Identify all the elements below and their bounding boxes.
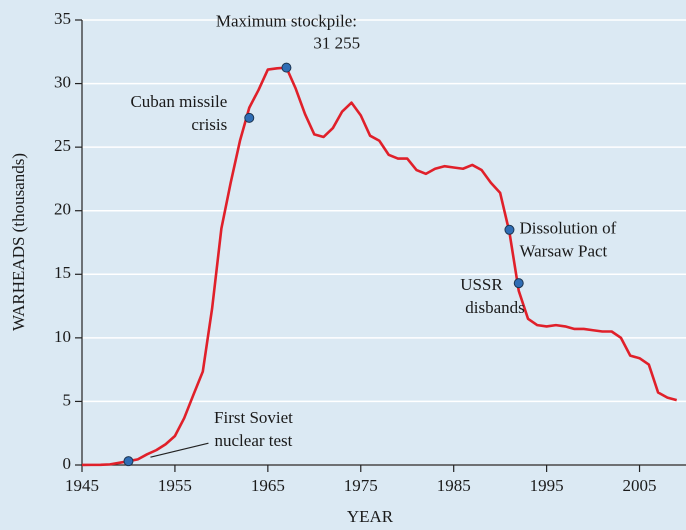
y-axis-label: WARHEADS (thousands) — [9, 153, 28, 331]
x-tick-label: 1965 — [251, 476, 285, 495]
y-tick-label: 10 — [54, 327, 71, 346]
annotation: Dissolution of — [519, 219, 616, 238]
x-tick-label: 1985 — [437, 476, 471, 495]
y-tick-label: 30 — [54, 72, 71, 91]
x-tick-label: 1995 — [530, 476, 564, 495]
annotation: 31 255 — [313, 34, 360, 53]
annotation: First Soviet — [214, 408, 293, 427]
annotation-marker — [504, 224, 515, 235]
annotation: Maximum stockpile: — [216, 12, 357, 31]
annotation: Cuban missile — [130, 92, 227, 111]
y-tick-label: 20 — [54, 200, 71, 219]
leader-line — [150, 442, 209, 458]
x-tick-label: 2005 — [623, 476, 657, 495]
annotation: disbands — [465, 298, 525, 317]
y-tick-label: 35 — [54, 9, 71, 28]
x-tick-label: 1975 — [344, 476, 378, 495]
annotation: crisis — [191, 115, 227, 134]
y-tick-label: 0 — [63, 454, 72, 473]
x-tick-label: 1955 — [158, 476, 192, 495]
annotation: USSR — [460, 275, 503, 294]
annotation-marker — [513, 278, 524, 289]
annotation-marker — [281, 62, 292, 73]
x-axis-label: YEAR — [347, 507, 394, 526]
y-tick-label: 25 — [54, 136, 71, 155]
y-tick-label: 5 — [63, 390, 72, 409]
annotation-marker — [244, 112, 255, 123]
annotation-marker — [123, 456, 134, 467]
y-tick-label: 15 — [54, 263, 71, 282]
data-line — [81, 66, 678, 467]
annotation: nuclear test — [215, 431, 293, 450]
x-tick-label: 1945 — [65, 476, 99, 495]
annotation: Warsaw Pact — [519, 242, 607, 261]
